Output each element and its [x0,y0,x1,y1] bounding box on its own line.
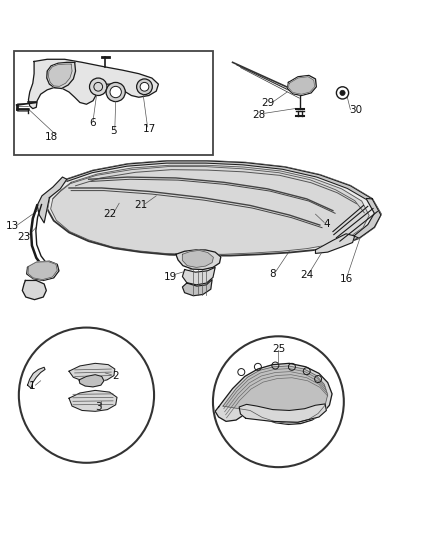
Bar [14,51,212,155]
Text: 6: 6 [88,118,95,128]
Text: 1: 1 [28,382,35,391]
Text: 17: 17 [143,124,156,134]
Text: 19: 19 [164,271,177,281]
Polygon shape [50,165,368,254]
Polygon shape [182,280,212,296]
Polygon shape [223,366,327,423]
Circle shape [212,336,343,467]
Polygon shape [353,198,380,238]
Polygon shape [182,268,215,285]
Text: 3: 3 [95,402,101,413]
Text: 2: 2 [112,370,119,381]
Text: 16: 16 [339,274,352,284]
Circle shape [110,86,121,98]
Circle shape [89,78,107,95]
Text: 5: 5 [110,126,117,136]
Text: 18: 18 [45,132,58,141]
Text: 22: 22 [103,209,116,219]
Polygon shape [288,77,314,94]
Polygon shape [22,280,46,300]
Circle shape [136,79,152,95]
Text: 13: 13 [6,221,19,231]
Circle shape [106,83,125,102]
Polygon shape [47,62,75,88]
Text: 8: 8 [269,269,276,279]
Polygon shape [67,161,371,201]
Text: 28: 28 [251,110,265,120]
Polygon shape [27,261,59,280]
Polygon shape [28,59,158,109]
Text: 4: 4 [322,219,329,229]
Polygon shape [47,161,380,256]
Polygon shape [215,364,331,424]
Circle shape [140,83,148,91]
Text: 21: 21 [134,200,147,211]
Polygon shape [182,251,213,268]
Polygon shape [28,262,57,280]
Polygon shape [239,404,325,422]
Polygon shape [37,177,67,223]
Polygon shape [287,76,316,95]
Circle shape [19,328,154,463]
Polygon shape [48,64,72,86]
Polygon shape [176,250,220,270]
Polygon shape [79,375,104,387]
Text: 23: 23 [18,232,31,242]
Text: 24: 24 [300,270,313,280]
Text: 29: 29 [260,98,273,108]
Text: 30: 30 [348,106,361,115]
Text: 25: 25 [271,343,284,353]
Polygon shape [69,390,117,411]
Polygon shape [69,364,115,382]
Polygon shape [28,367,45,388]
Circle shape [339,90,344,95]
Polygon shape [315,234,354,253]
